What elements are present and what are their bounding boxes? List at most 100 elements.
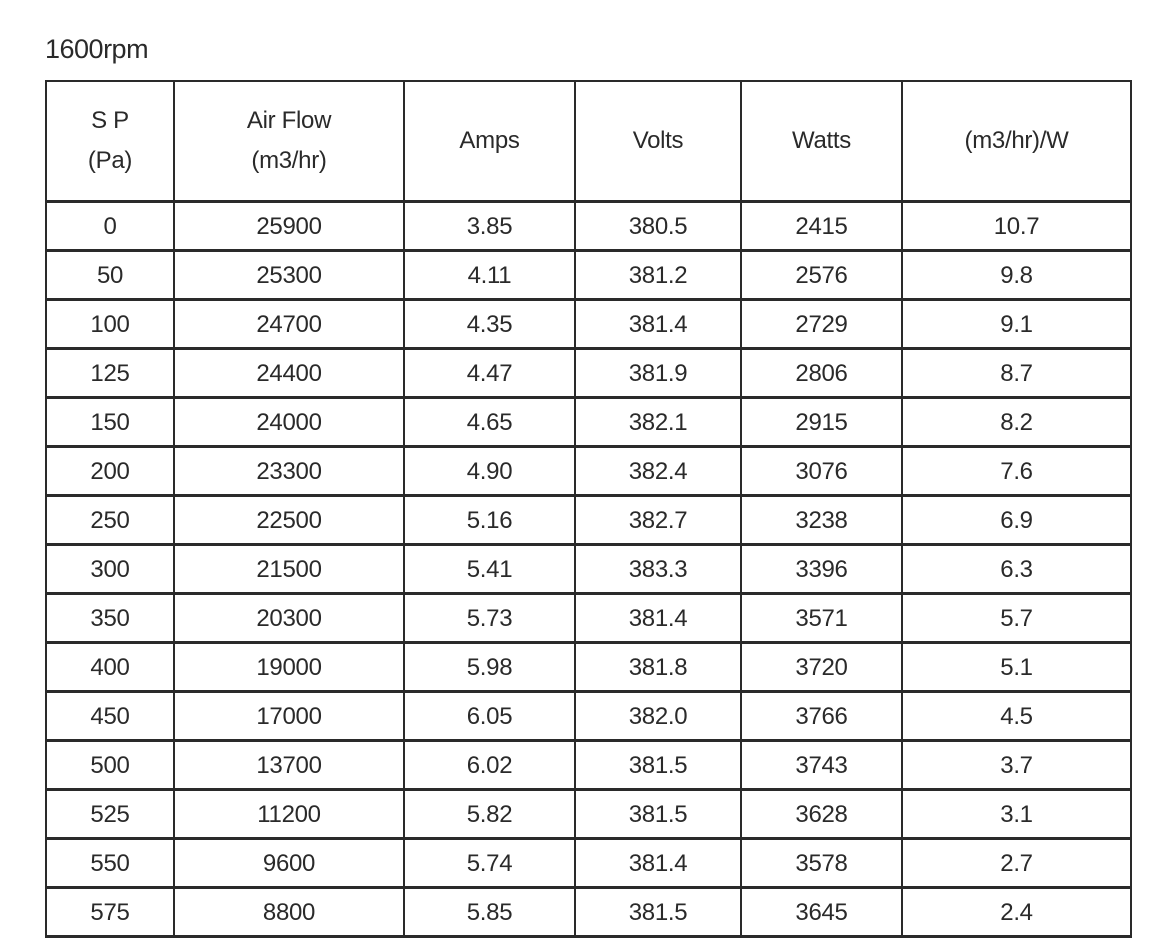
- cell-volts: 382.1: [574, 396, 742, 448]
- cell-volts: 381.5: [574, 886, 742, 938]
- table-row: 100 24700 4.35 381.4 2729 9.1: [45, 298, 1132, 350]
- table-row: 300 21500 5.41 383.3 3396 6.3: [45, 543, 1132, 595]
- cell-air-flow: 25300: [173, 249, 405, 301]
- cell-volts: 382.0: [574, 690, 742, 742]
- cell-efficiency: 5.7: [901, 592, 1132, 644]
- cell-volts: 381.4: [574, 837, 742, 889]
- column-header-air-flow: Air Flow (m3/hr): [173, 80, 405, 203]
- cell-volts: 382.7: [574, 494, 742, 546]
- header-line: Volts: [632, 127, 684, 154]
- column-header-volts: Volts: [574, 80, 742, 203]
- cell-watts: 3578: [740, 837, 903, 889]
- table-title: 1600rpm: [45, 34, 149, 64]
- cell-efficiency: 9.8: [901, 249, 1132, 301]
- cell-amps: 5.16: [403, 494, 576, 546]
- cell-watts: 2806: [740, 347, 903, 399]
- cell-amps: 5.82: [403, 788, 576, 840]
- cell-air-flow: 9600: [173, 837, 405, 889]
- cell-watts: 3238: [740, 494, 903, 546]
- cell-amps: 4.65: [403, 396, 576, 448]
- cell-sp: 0: [45, 200, 175, 252]
- header-line: Amps: [459, 127, 520, 154]
- cell-sp: 500: [45, 739, 175, 791]
- cell-air-flow: 24000: [173, 396, 405, 448]
- cell-watts: 3645: [740, 886, 903, 938]
- cell-sp: 125: [45, 347, 175, 399]
- cell-sp: 450: [45, 690, 175, 742]
- cell-air-flow: 22500: [173, 494, 405, 546]
- header-unit: (Pa): [87, 147, 133, 174]
- table-row: 550 9600 5.74 381.4 3578 2.7: [45, 837, 1132, 889]
- cell-amps: 5.41: [403, 543, 576, 595]
- cell-watts: 2415: [740, 200, 903, 252]
- cell-sp: 250: [45, 494, 175, 546]
- column-header-efficiency: (m3/hr)/W: [901, 80, 1132, 203]
- cell-sp: 550: [45, 837, 175, 889]
- cell-air-flow: 23300: [173, 445, 405, 497]
- cell-efficiency: 7.6: [901, 445, 1132, 497]
- table-row: 125 24400 4.47 381.9 2806 8.7: [45, 347, 1132, 399]
- cell-watts: 3628: [740, 788, 903, 840]
- cell-amps: 4.47: [403, 347, 576, 399]
- cell-efficiency: 2.7: [901, 837, 1132, 889]
- cell-volts: 381.5: [574, 739, 742, 791]
- cell-watts: 3766: [740, 690, 903, 742]
- cell-amps: 4.11: [403, 249, 576, 301]
- table-row: 50 25300 4.11 381.2 2576 9.8: [45, 249, 1132, 301]
- cell-amps: 6.05: [403, 690, 576, 742]
- cell-air-flow: 19000: [173, 641, 405, 693]
- cell-volts: 381.9: [574, 347, 742, 399]
- fan-performance-table: S P (Pa) Air Flow (m3/hr) Amps Volts Watts (m3/…: [45, 80, 1132, 938]
- cell-efficiency: 4.5: [901, 690, 1132, 742]
- cell-sp: 350: [45, 592, 175, 644]
- cell-efficiency: 8.7: [901, 347, 1132, 399]
- header-line: Air Flow: [246, 107, 332, 134]
- cell-air-flow: 17000: [173, 690, 405, 742]
- cell-sp: 575: [45, 886, 175, 938]
- cell-efficiency: 9.1: [901, 298, 1132, 350]
- cell-sp: 100: [45, 298, 175, 350]
- cell-volts: 382.4: [574, 445, 742, 497]
- table-row: 500 13700 6.02 381.5 3743 3.7: [45, 739, 1132, 791]
- cell-air-flow: 24400: [173, 347, 405, 399]
- cell-watts: 3720: [740, 641, 903, 693]
- column-header-sp: S P (Pa): [45, 80, 175, 203]
- cell-sp: 400: [45, 641, 175, 693]
- cell-efficiency: 8.2: [901, 396, 1132, 448]
- cell-sp: 200: [45, 445, 175, 497]
- cell-watts: 3743: [740, 739, 903, 791]
- cell-amps: 6.02: [403, 739, 576, 791]
- cell-air-flow: 20300: [173, 592, 405, 644]
- cell-efficiency: 10.7: [901, 200, 1132, 252]
- cell-watts: 3076: [740, 445, 903, 497]
- cell-sp: 525: [45, 788, 175, 840]
- cell-volts: 381.4: [574, 298, 742, 350]
- header-row: S P (Pa) Air Flow (m3/hr) Amps Volts Watts (m3/…: [45, 80, 1132, 203]
- header-unit: (m3/hr): [251, 147, 327, 174]
- cell-air-flow: 21500: [173, 543, 405, 595]
- header-line: (m3/hr)/W: [964, 127, 1069, 154]
- table-row: 200 23300 4.90 382.4 3076 7.6: [45, 445, 1132, 497]
- column-header-watts: Watts: [740, 80, 903, 203]
- cell-efficiency: 3.1: [901, 788, 1132, 840]
- cell-efficiency: 6.3: [901, 543, 1132, 595]
- cell-sp: 150: [45, 396, 175, 448]
- cell-efficiency: 6.9: [901, 494, 1132, 546]
- table-row: 575 8800 5.85 381.5 3645 2.4: [45, 886, 1132, 938]
- cell-watts: 2576: [740, 249, 903, 301]
- cell-watts: 2915: [740, 396, 903, 448]
- table-row: 450 17000 6.05 382.0 3766 4.5: [45, 690, 1132, 742]
- cell-volts: 381.4: [574, 592, 742, 644]
- cell-efficiency: 3.7: [901, 739, 1132, 791]
- cell-volts: 383.3: [574, 543, 742, 595]
- table-row: 0 25900 3.85 380.5 2415 10.7: [45, 200, 1132, 252]
- header-line: S P: [91, 107, 129, 134]
- cell-air-flow: 24700: [173, 298, 405, 350]
- cell-amps: 5.85: [403, 886, 576, 938]
- cell-watts: 2729: [740, 298, 903, 350]
- cell-sp: 50: [45, 249, 175, 301]
- table-row: 350 20300 5.73 381.4 3571 5.7: [45, 592, 1132, 644]
- column-header-amps: Amps: [403, 80, 576, 203]
- cell-air-flow: 8800: [173, 886, 405, 938]
- table-row: 250 22500 5.16 382.7 3238 6.9: [45, 494, 1132, 546]
